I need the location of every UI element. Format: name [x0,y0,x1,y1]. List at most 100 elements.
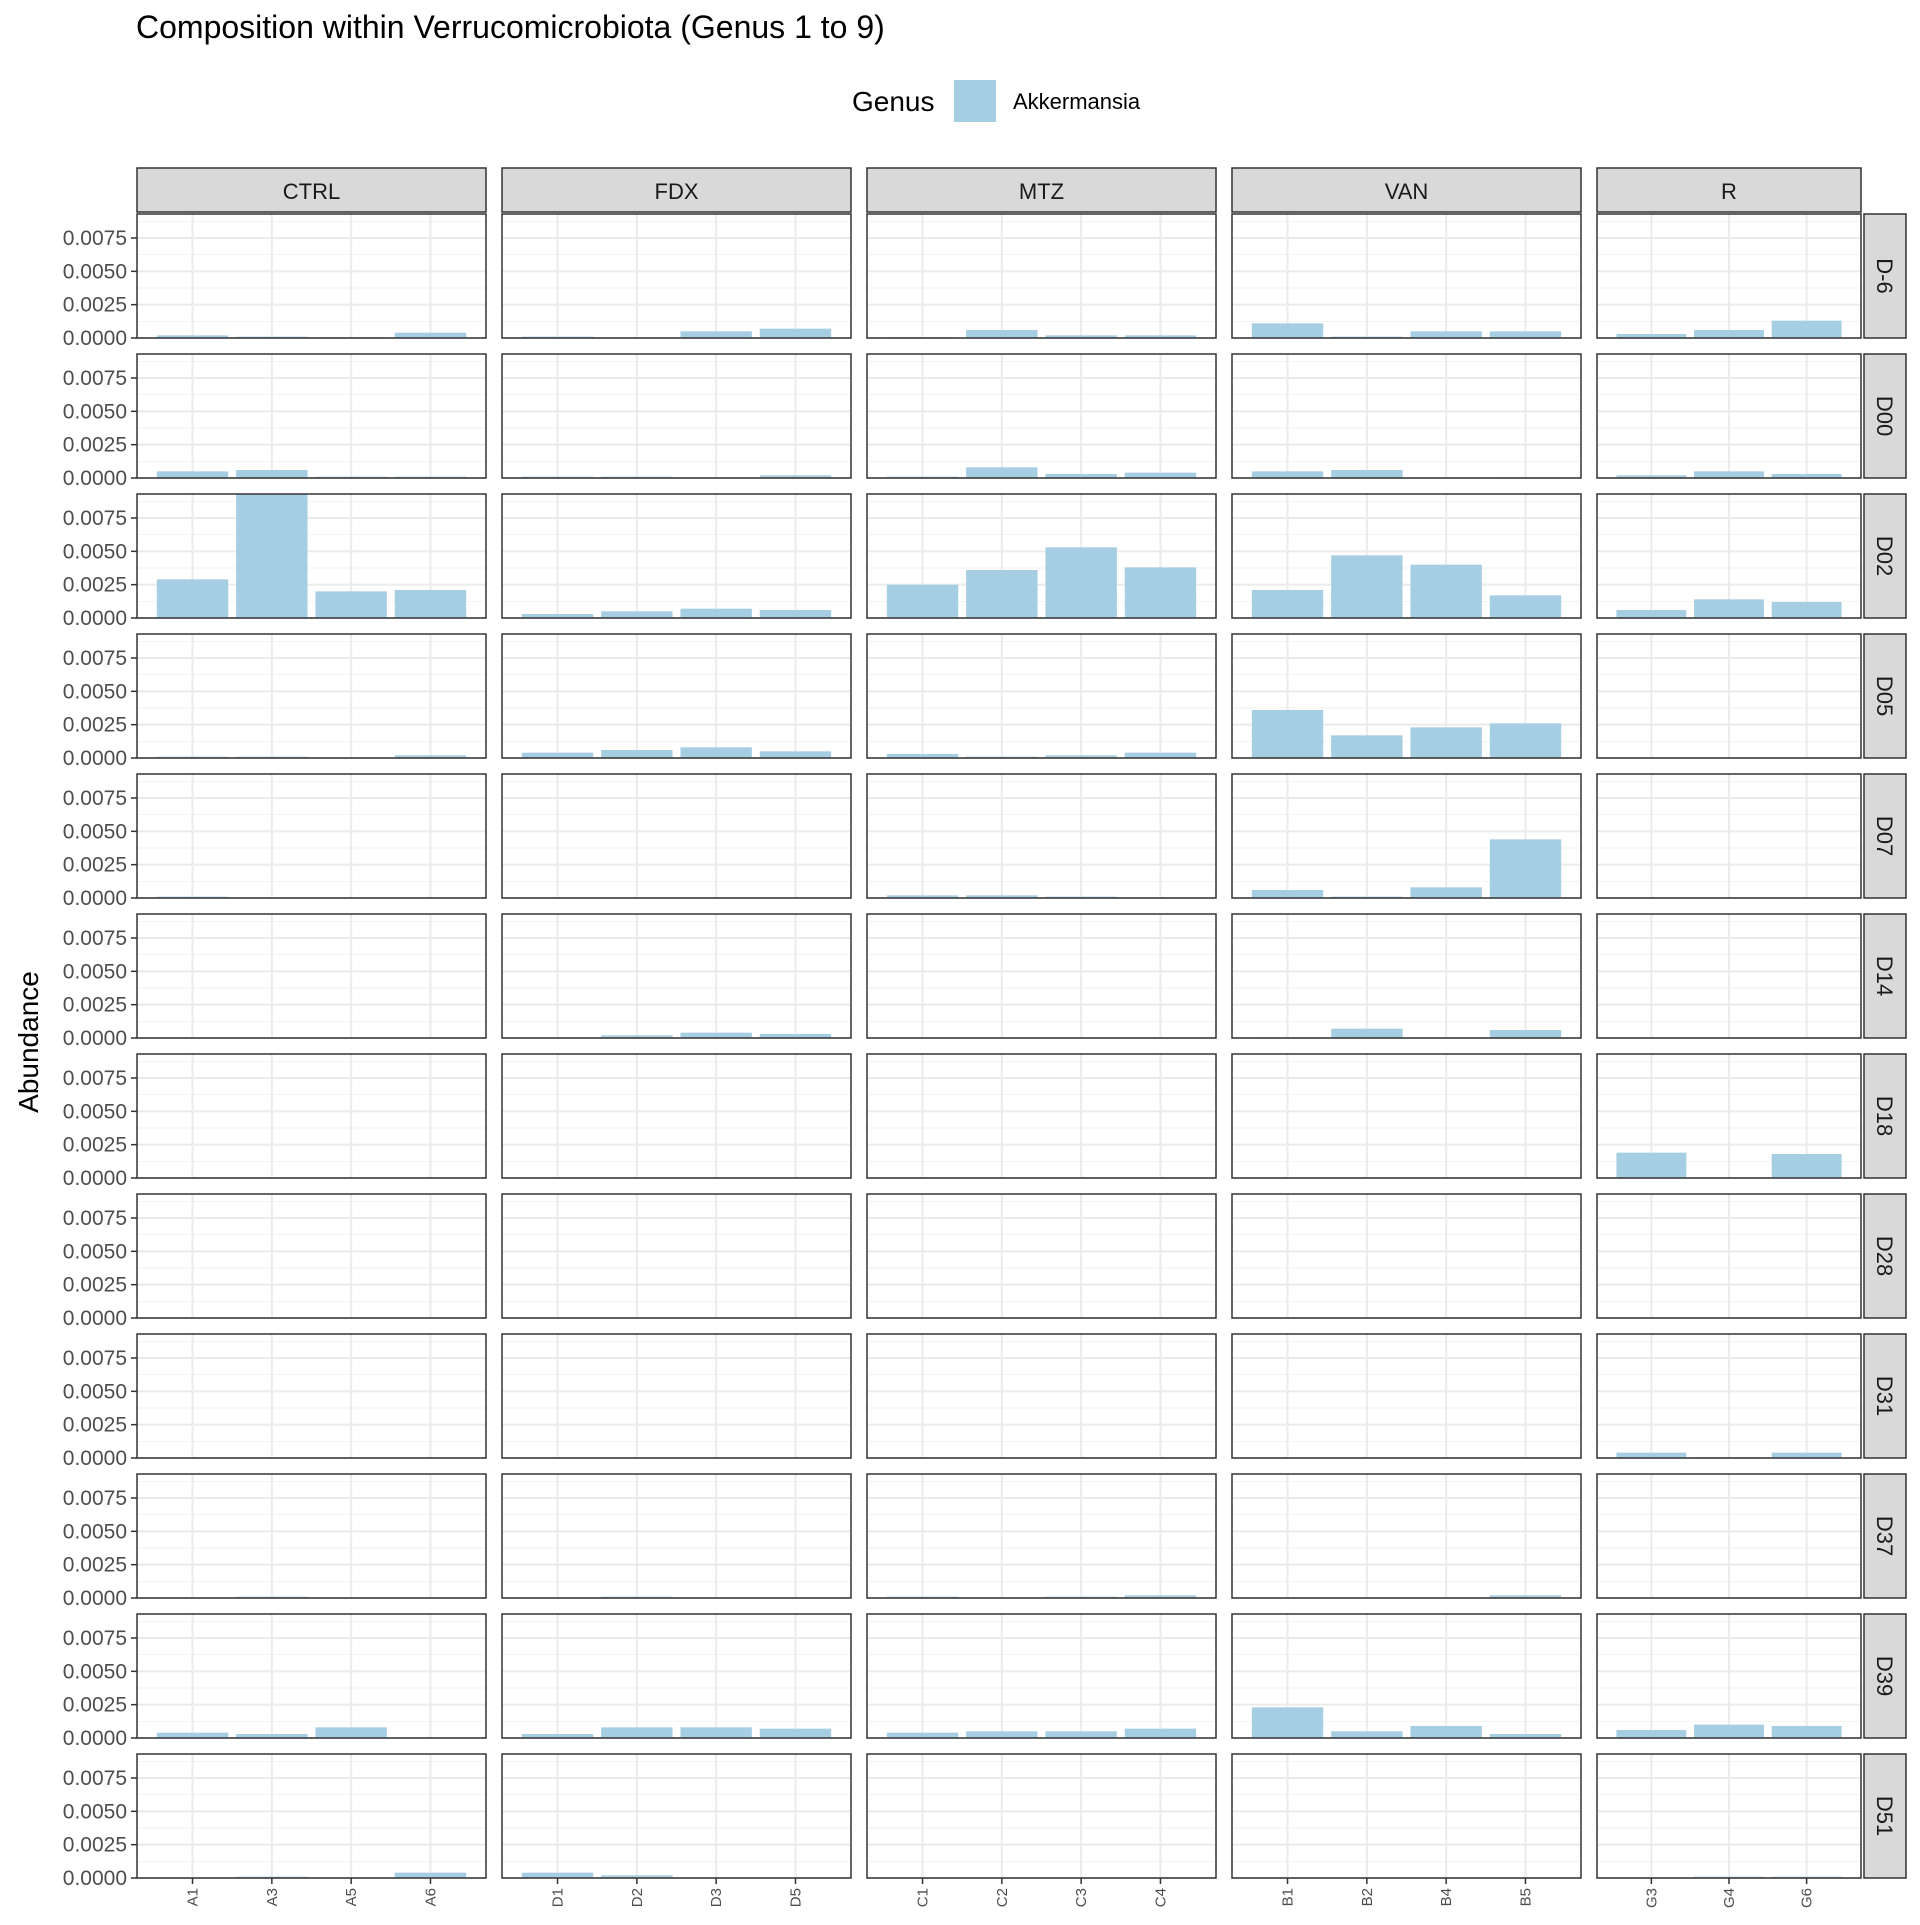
x-tick-label-c1: C1 [915,1888,932,1907]
panel-background [867,1754,1216,1878]
panel-background [1232,214,1581,338]
panel-border [1231,1333,1582,1459]
bar-d05-van-b1 [1251,710,1324,758]
bar-d39-mtz-c3 [1045,1731,1117,1738]
bar-d39-van-b2 [1331,1731,1403,1738]
x-tick-label-a3: A3 [264,1888,281,1906]
row-strip-d28 [1863,1193,1907,1319]
panel-border [866,1193,1217,1319]
panel-border [501,1613,852,1739]
panel-background [867,354,1216,478]
bar-d-6-fdx-d5 [759,328,832,338]
legend-label-akkermansia: Akkermansia [1013,89,1141,114]
panel-background [137,1614,486,1738]
bar-d02-fdx-d5 [759,610,832,618]
panel-background [137,1194,486,1318]
panel-background [502,774,851,898]
bar-d14-fdx-d5 [759,1034,832,1038]
panel-background [137,1474,486,1598]
panel-background [502,1474,851,1598]
x-tick-label-g4: G4 [1721,1888,1738,1908]
x-tick-label-a5: A5 [343,1888,360,1906]
y-tick-label: 0.0075 [63,927,127,950]
bar-d05-mtz-c3 [1045,755,1117,758]
panel-border [1231,1753,1582,1879]
y-tick-label: 0.0000 [63,1027,127,1050]
row-strip-d05 [1863,633,1907,759]
bar-d-6-van-b5 [1489,331,1562,338]
bar-d31-r-g6 [1771,1452,1842,1458]
column-strip-label-r: R [1721,179,1737,204]
y-tick-label: 0.0050 [63,1660,127,1683]
y-tick-label: 0.0050 [63,1800,127,1823]
bar-d39-fdx-d2 [601,1727,673,1738]
y-tick-label: 0.0075 [63,1347,127,1370]
bar-d00-mtz-c3 [1045,474,1117,478]
panel-border [866,773,1217,899]
bar-d02-mtz-c2 [966,570,1038,618]
bar-d39-ctrl-a1 [156,1732,229,1738]
bar-d39-fdx-d5 [759,1728,832,1738]
panel-background [502,914,851,1038]
bar-d-6-r-g3 [1616,334,1687,338]
bar-d07-mtz-c2 [966,895,1038,898]
panel-background [502,1194,851,1318]
panel-border [136,773,487,899]
row-strip-d18 [1863,1053,1907,1179]
panel-border [136,493,487,619]
y-tick-label: 0.0000 [63,1867,127,1890]
bar-d00-van-b2 [1331,470,1403,478]
panel-border [866,633,1217,759]
bar-d00-mtz-c2 [966,467,1038,478]
column-strip-ctrl [136,167,487,213]
panel-background [867,1194,1216,1318]
bar-d14-van-b5 [1489,1030,1562,1038]
bar-d37-van-b5 [1489,1595,1562,1598]
row-strip-label-d39: D39 [1872,1656,1897,1696]
panel-border [136,1473,487,1599]
panel-border [136,913,487,1039]
panel-border [501,1753,852,1879]
panel-border [136,633,487,759]
chart-title: Composition within Verrucomicrobiota (Ge… [136,9,885,45]
panel-border [1596,213,1862,339]
bar-d-6-fdx-d3 [680,331,752,338]
panel-border [1596,1193,1862,1319]
y-tick-label: 0.0000 [63,467,127,490]
y-tick-label: 0.0050 [63,1520,127,1543]
y-tick-label: 0.0050 [63,1240,127,1263]
bar-d02-van-b5 [1489,595,1562,618]
y-tick-label: 0.0000 [63,887,127,910]
panel-border [866,913,1217,1039]
row-strip-label-d37: D37 [1872,1516,1897,1556]
panel-border [866,1053,1217,1179]
panel-background [137,1054,486,1178]
panel-background [1232,1054,1581,1178]
row-strip-label-d28: D28 [1872,1236,1897,1276]
bar-d39-r-g3 [1616,1730,1687,1738]
column-strip-fdx [501,167,852,213]
panel-border [1596,913,1862,1039]
bar-d00-mtz-c4 [1124,472,1197,478]
row-strip-label-d18: D18 [1872,1096,1897,1136]
y-tick-label: 0.0075 [63,1627,127,1650]
bar-d39-r-g4 [1694,1724,1764,1738]
panel-background [137,914,486,1038]
x-tick-label-c3: C3 [1073,1888,1090,1907]
row-strip-d37 [1863,1473,1907,1599]
panel-border [1596,1613,1862,1739]
bar-d07-van-b1 [1251,890,1324,898]
bar-d02-van-b1 [1251,590,1324,618]
bar-d05-van-b4 [1410,727,1482,758]
panel-border [501,773,852,899]
panel-background [867,214,1216,338]
column-strip-label-ctrl: CTRL [283,179,340,204]
y-tick-label: 0.0050 [63,400,127,423]
panel-border [136,1333,487,1459]
y-tick-label: 0.0025 [63,714,127,737]
y-tick-label: 0.0075 [63,1487,127,1510]
x-tick-label-b1: B1 [1280,1888,1297,1906]
panel-background [137,214,486,338]
x-tick-label-d1: D1 [550,1888,567,1907]
